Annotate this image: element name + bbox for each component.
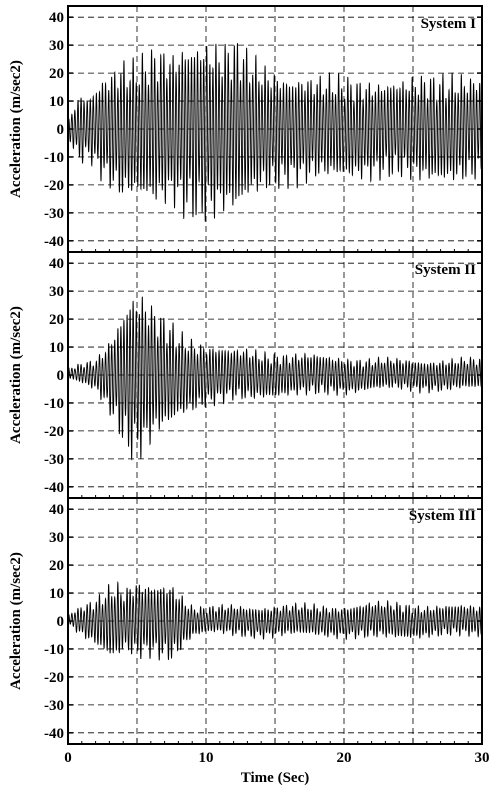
series-line <box>67 43 483 222</box>
y-tick-label: -10 <box>44 396 64 412</box>
y-tick-label: -40 <box>44 726 64 742</box>
chart-panel-2: -40 -30 -20 -10 0 10 20 30 40 Acceleration (m/sec… <box>8 251 483 499</box>
y-tick-label: 10 <box>49 340 64 356</box>
y-tick-label: 0 <box>57 614 65 630</box>
series-line <box>67 296 483 461</box>
x-tick-label: 20 <box>337 750 352 766</box>
y-axis-title: Acceleration (m/sec2) <box>8 552 24 690</box>
y-tick-label: -40 <box>44 234 64 250</box>
panel-title: System I <box>421 16 477 32</box>
series-line <box>67 580 483 661</box>
y-tick-label: -20 <box>44 670 64 686</box>
y-tick-label: -30 <box>44 206 64 222</box>
y-tick-label: 20 <box>49 66 64 82</box>
y-tick-label: 40 <box>49 256 64 272</box>
chart-panel-1: -40 -30 -20 -10 0 10 20 30 40 Acceleration (m/sec… <box>8 5 483 253</box>
y-tick-label: -20 <box>44 178 64 194</box>
y-tick-label: -40 <box>44 480 64 496</box>
chart-panel-3: -40 -30 -20 -10 0 10 20 30 40 Acceleration (m/sec… <box>8 497 490 786</box>
y-tick-label: -30 <box>44 698 64 714</box>
y-tick-label: 20 <box>49 558 64 574</box>
y-axis-title: Acceleration (m/sec2) <box>8 306 24 444</box>
x-tick-label: 30 <box>475 750 490 766</box>
y-tick-label: 30 <box>49 38 64 54</box>
x-axis-title: Time (Sec) <box>241 770 309 786</box>
y-tick-label: -10 <box>44 642 64 658</box>
y-tick-label: 20 <box>49 312 64 328</box>
y-tick-label: 0 <box>57 368 65 384</box>
y-tick-label: 0 <box>57 122 65 138</box>
y-tick-label: 10 <box>49 586 64 602</box>
x-tick-label: 0 <box>64 750 72 766</box>
y-tick-label: 10 <box>49 94 64 110</box>
y-tick-label: -10 <box>44 150 64 166</box>
panel-title: System III <box>409 508 476 524</box>
x-tick-label: 10 <box>199 750 214 766</box>
y-tick-label: 40 <box>49 10 64 26</box>
y-axis-title: Acceleration (m/sec2) <box>8 60 24 198</box>
y-tick-label: 30 <box>49 530 64 546</box>
y-tick-label: -30 <box>44 452 64 468</box>
y-tick-label: 30 <box>49 284 64 300</box>
y-tick-label: 40 <box>49 502 64 518</box>
y-tick-label: -20 <box>44 424 64 440</box>
panel-title: System II <box>415 262 476 278</box>
